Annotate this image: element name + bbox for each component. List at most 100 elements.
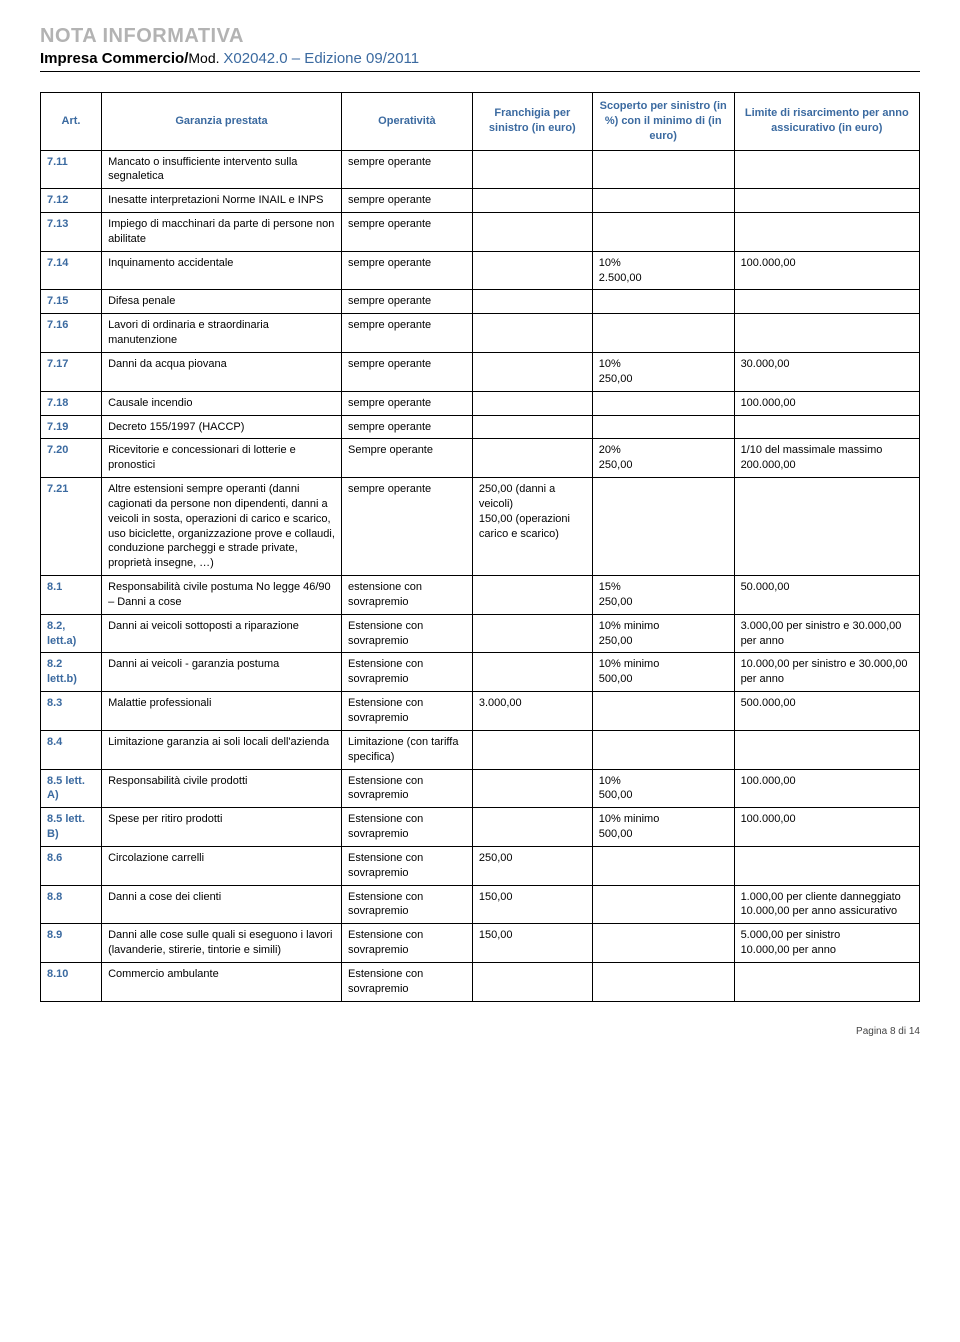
cell-li xyxy=(734,730,919,769)
table-row: 8.3Malattie professionaliEstensione con … xyxy=(41,692,920,731)
cell-op: Estensione con sovrapremio xyxy=(341,924,472,963)
cell-fr xyxy=(472,213,592,252)
cell-li: 100.000,00 xyxy=(734,808,919,847)
table-row: 8.1Responsabilità civile postuma No legg… xyxy=(41,576,920,615)
cell-sc xyxy=(592,415,734,439)
cell-gar: Ricevitorie e concessionari di lotterie … xyxy=(102,439,342,478)
cell-op: Estensione con sovrapremio xyxy=(341,962,472,1001)
table-row: 8.8Danni a cose dei clientiEstensione co… xyxy=(41,885,920,924)
cell-li: 1.000,00 per cliente danneggiato 10.000,… xyxy=(734,885,919,924)
cell-fr xyxy=(472,290,592,314)
doc-subtitle: Impresa Commercio/Mod. X02042.0 – Edizio… xyxy=(40,50,920,67)
cell-sc xyxy=(592,730,734,769)
cell-fr xyxy=(472,576,592,615)
cell-gar: Lavori di ordinaria e straordinaria manu… xyxy=(102,314,342,353)
page-footer: Pagina 8 di 14 xyxy=(40,1026,920,1037)
cell-op: sempre operante xyxy=(341,352,472,391)
col-art: Art. xyxy=(41,93,102,151)
cell-op: Estensione con sovrapremio xyxy=(341,885,472,924)
cell-op: sempre operante xyxy=(341,314,472,353)
cell-art: 7.13 xyxy=(41,213,102,252)
cell-sc xyxy=(592,962,734,1001)
cell-sc: 10% minimo 500,00 xyxy=(592,808,734,847)
cell-art: 8.4 xyxy=(41,730,102,769)
cell-fr xyxy=(472,251,592,290)
cell-op: Estensione con sovrapremio xyxy=(341,846,472,885)
cell-art: 8.9 xyxy=(41,924,102,963)
cell-fr: 150,00 xyxy=(472,924,592,963)
cell-fr: 3.000,00 xyxy=(472,692,592,731)
cell-art: 7.21 xyxy=(41,478,102,576)
subtitle-prefix: Impresa Commercio/ xyxy=(40,50,188,67)
cell-art: 8.8 xyxy=(41,885,102,924)
cell-gar: Danni ai veicoli - garanzia postuma xyxy=(102,653,342,692)
cell-fr xyxy=(472,391,592,415)
cell-gar: Danni a cose dei clienti xyxy=(102,885,342,924)
cell-art: 8.3 xyxy=(41,692,102,731)
cell-sc: 20% 250,00 xyxy=(592,439,734,478)
table-row: 8.2 lett.b)Danni ai veicoli - garanzia p… xyxy=(41,653,920,692)
mod-value: X02042.0 – Edizione 09/2011 xyxy=(223,50,419,67)
cell-fr xyxy=(472,314,592,353)
cell-sc xyxy=(592,290,734,314)
cell-li: 1/10 del massimale massimo 200.000,00 xyxy=(734,439,919,478)
cell-fr: 250,00 xyxy=(472,846,592,885)
cell-op: Sempre operante xyxy=(341,439,472,478)
cell-li xyxy=(734,213,919,252)
cell-gar: Impiego di macchinari da parte di person… xyxy=(102,213,342,252)
col-garanzia: Garanzia prestata xyxy=(102,93,342,151)
table-row: 7.13Impiego di macchinari da parte di pe… xyxy=(41,213,920,252)
cell-art: 7.20 xyxy=(41,439,102,478)
cell-art: 7.17 xyxy=(41,352,102,391)
cell-gar: Danni alle cose sulle quali si eseguono … xyxy=(102,924,342,963)
table-row: 7.15Difesa penalesempre operante xyxy=(41,290,920,314)
cell-op: Limitazione (con tariffa specifica) xyxy=(341,730,472,769)
cell-sc xyxy=(592,885,734,924)
cell-art: 7.14 xyxy=(41,251,102,290)
cell-sc xyxy=(592,150,734,189)
cell-li xyxy=(734,846,919,885)
cell-fr xyxy=(472,962,592,1001)
cell-gar: Decreto 155/1997 (HACCP) xyxy=(102,415,342,439)
table-row: 8.10Commercio ambulanteEstensione con so… xyxy=(41,962,920,1001)
cell-fr xyxy=(472,769,592,808)
cell-op: Estensione con sovrapremio xyxy=(341,614,472,653)
cell-fr xyxy=(472,653,592,692)
cell-fr xyxy=(472,808,592,847)
cell-sc: 10% minimo 250,00 xyxy=(592,614,734,653)
cell-gar: Circolazione carrelli xyxy=(102,846,342,885)
cell-art: 8.6 xyxy=(41,846,102,885)
cell-op: Estensione con sovrapremio xyxy=(341,769,472,808)
cell-li xyxy=(734,189,919,213)
cell-sc xyxy=(592,846,734,885)
col-limite: Limite di risarcimento per anno assicura… xyxy=(734,93,919,151)
table-row: 8.4Limitazione garanzia ai soli locali d… xyxy=(41,730,920,769)
page-header: NOTA INFORMATIVA Impresa Commercio/Mod. … xyxy=(40,24,920,72)
cell-art: 8.5 lett. A) xyxy=(41,769,102,808)
table-row: 7.19Decreto 155/1997 (HACCP)sempre opera… xyxy=(41,415,920,439)
cell-op: sempre operante xyxy=(341,150,472,189)
cell-op: sempre operante xyxy=(341,391,472,415)
cell-fr xyxy=(472,439,592,478)
cell-li: 30.000,00 xyxy=(734,352,919,391)
doc-title: NOTA INFORMATIVA xyxy=(40,24,920,48)
col-franchigia: Franchigia per sinistro (in euro) xyxy=(472,93,592,151)
coverage-table: Art. Garanzia prestata Operatività Franc… xyxy=(40,92,920,1002)
header-divider xyxy=(40,71,920,72)
cell-li: 500.000,00 xyxy=(734,692,919,731)
cell-sc: 15% 250,00 xyxy=(592,576,734,615)
cell-sc xyxy=(592,692,734,731)
cell-sc xyxy=(592,314,734,353)
table-row: 7.21Altre estensioni sempre operanti (da… xyxy=(41,478,920,576)
cell-op: sempre operante xyxy=(341,415,472,439)
mod-label: Mod. xyxy=(188,50,223,66)
cell-li xyxy=(734,415,919,439)
cell-sc xyxy=(592,189,734,213)
cell-gar: Difesa penale xyxy=(102,290,342,314)
cell-sc xyxy=(592,478,734,576)
cell-li: 3.000,00 per sinistro e 30.000,00 per an… xyxy=(734,614,919,653)
cell-op: sempre operante xyxy=(341,251,472,290)
cell-li xyxy=(734,962,919,1001)
cell-fr xyxy=(472,614,592,653)
cell-fr xyxy=(472,730,592,769)
